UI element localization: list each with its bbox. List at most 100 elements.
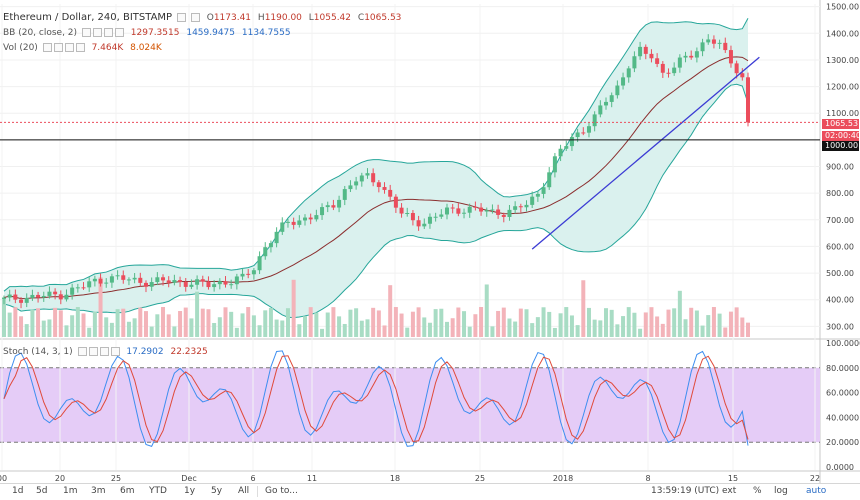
auto-scale-toggle[interactable]: auto [806,486,827,496]
volume-bar [558,313,563,337]
volume-bar [132,318,137,337]
candle-body [717,42,722,44]
legend-dropdown-icon[interactable] [176,13,186,22]
timeframe-3m[interactable]: 3m [91,486,106,496]
candle-body [348,185,353,190]
vol-legend[interactable]: Vol (20) 7.464K 8.024K [3,43,162,54]
candle-body [524,204,529,208]
candle-body [462,212,467,214]
volume-bar [416,307,421,337]
price-tick-label: 800.00 [826,189,854,198]
bb-settings-icon[interactable] [92,28,102,37]
stoch-visibility-icon[interactable] [77,347,87,356]
timeframe-5d[interactable]: 5d [36,486,48,496]
candle-body [342,189,347,200]
utc-clock: 13:59:19 (UTC) [651,486,720,496]
candle-body [30,294,35,298]
percent-scale-toggle[interactable]: % [753,486,762,496]
bb-visibility-icon[interactable] [81,28,91,37]
timeframe-6m[interactable]: 6m [120,486,135,496]
candle-body [24,297,29,303]
candle-body [479,207,484,212]
volume-bar [388,285,393,337]
candle-body [569,137,574,147]
candle-body [189,284,194,287]
price-tick-label: 600.00 [826,242,854,251]
volume-bar [109,322,114,337]
volume-bar [706,315,711,337]
candle-body [308,217,313,220]
timeframe-1m[interactable]: 1m [63,486,78,496]
bb-lower-value: 1134.7555 [241,28,291,38]
bb-remove-icon[interactable] [103,28,113,37]
candle-body [36,294,41,298]
stoch-label: Stoch (14, 3, 1) [3,347,73,357]
candle-body [212,284,217,288]
candle-body [2,297,6,299]
volume-bar [433,309,438,337]
candle-body [530,196,535,205]
vol-more-icon[interactable] [75,43,85,52]
countdown-tag: 02:00:40 [822,131,860,141]
volume-bar [2,299,6,337]
candle-body [558,148,563,157]
stoch-remove-icon[interactable] [99,347,109,356]
price-tick-label: 1100.00 [826,109,859,118]
extended-hours-toggle[interactable]: ext [722,486,737,496]
timeframe-1y[interactable]: 1y [184,486,196,496]
vol-value: 7.464K [91,43,124,53]
symbol-title: Ethereum / Dollar, 240, BITSTAMP [3,12,173,23]
volume-bar [143,311,148,337]
candle-body [632,56,637,69]
timeframe-ytd[interactable]: YTD [149,486,167,496]
volume-bar [598,320,603,337]
candle-body [473,206,478,208]
vol-remove-icon[interactable] [64,43,74,52]
volume-bar [308,307,313,337]
volume-bar [575,325,580,337]
vol-visibility-icon[interactable] [42,43,52,52]
candle-body [422,223,427,227]
volume-bar [399,313,404,337]
volume-bar [263,310,268,337]
candle-body [621,77,626,86]
high-value: 1190.00 [264,13,302,23]
stoch-settings-icon[interactable] [88,347,98,356]
candle-body [200,279,205,282]
candle-body [564,146,569,149]
volume-bar [47,319,52,337]
candle-body [143,282,148,287]
volume-bar [81,313,86,337]
bb-more-icon[interactable] [114,28,124,37]
bb-legend[interactable]: BB (20, close, 2) 1297.3515 1459.9475 11… [3,28,291,39]
candle-body [53,291,58,295]
volume-bar [291,279,296,337]
symbol-legend[interactable]: Ethereum / Dollar, 240, BITSTAMP O1173.4… [3,12,401,24]
volume-bar [694,310,699,337]
timeframe-5y[interactable]: 5y [211,486,223,496]
candle-body [251,270,256,275]
volume-bar [496,310,501,337]
level-price-tag: 1000.00 [822,141,859,151]
candle-body [234,276,239,285]
goto-button[interactable]: Go to... [265,486,298,496]
candle-body [81,287,86,289]
legend-visibility-icon[interactable] [190,13,200,22]
timeframe-all[interactable]: All [238,486,250,496]
volume-bar [138,307,143,337]
stoch-k-line [3,350,749,447]
timeframe-1d[interactable]: 1d [12,486,24,496]
candle-body [109,276,114,283]
stoch-legend[interactable]: Stoch (14, 3, 1) 17.2902 22.2325 [3,347,208,358]
candle-body [405,212,410,214]
candle-body [240,273,245,277]
vol-settings-icon[interactable] [53,43,63,52]
candle-body [723,42,728,51]
candle-body [7,294,12,298]
log-scale-toggle[interactable]: log [774,486,788,496]
volume-bar [104,317,109,337]
candle-body [206,281,211,288]
volume-bar [450,318,455,337]
stoch-more-icon[interactable] [110,347,120,356]
